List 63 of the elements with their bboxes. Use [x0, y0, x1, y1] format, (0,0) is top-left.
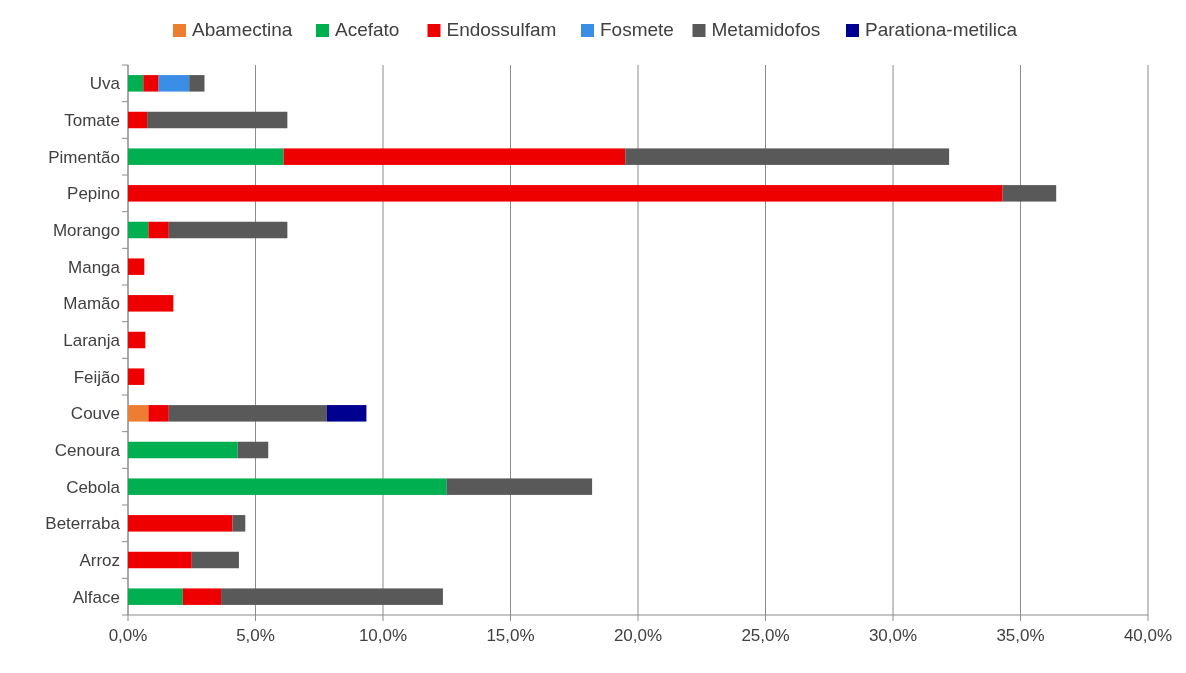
- y-tick-label: Pepino: [67, 184, 120, 204]
- x-tick-label: 35,0%: [996, 626, 1045, 645]
- y-tick-label: Couve: [70, 404, 120, 424]
- y-tick-label: Laranja: [63, 330, 121, 350]
- bar: [221, 588, 443, 605]
- bar: [147, 111, 288, 129]
- bar: [326, 405, 367, 422]
- bar: [128, 551, 192, 569]
- x-tick-label: 0,0%: [108, 626, 148, 645]
- bar: [625, 148, 950, 165]
- bar: [182, 588, 222, 605]
- legend-label: Abamectina: [192, 19, 293, 40]
- bar: [128, 148, 284, 165]
- y-tick-label: Cenoura: [54, 440, 121, 460]
- y-tick-label: Tomate: [64, 110, 120, 130]
- bar: [148, 405, 169, 422]
- y-tick-label: Cebola: [66, 477, 121, 497]
- bar: [232, 515, 246, 532]
- y-tick-label: Mamão: [63, 294, 120, 314]
- bar: [128, 405, 149, 422]
- bar: [128, 478, 447, 495]
- y-tick-label: Arroz: [79, 550, 120, 570]
- bar: [446, 478, 593, 495]
- bar: [128, 75, 144, 92]
- bar: [128, 331, 146, 349]
- legend-label: Fosmete: [600, 19, 674, 40]
- x-tick-label: 5,0%: [236, 626, 275, 645]
- y-tick-label: Alface: [72, 587, 120, 607]
- legend-label: Endossulfam: [446, 19, 557, 40]
- x-tick-label: 10,0%: [358, 626, 408, 645]
- bar: [1002, 185, 1057, 202]
- x-tick-label: 30,0%: [868, 626, 918, 645]
- bar: [191, 551, 239, 569]
- bar: [168, 405, 327, 422]
- bar: [128, 515, 233, 532]
- bar: [128, 588, 183, 605]
- bar: [158, 75, 190, 92]
- x-tick-label: 25,0%: [741, 626, 790, 645]
- x-tick-label: 15,0%: [486, 626, 535, 645]
- bar: [168, 221, 288, 239]
- y-tick-label: Morango: [52, 220, 120, 240]
- bar: [237, 441, 269, 459]
- y-tick-label: Manga: [68, 257, 121, 277]
- legend-label: Acefato: [335, 19, 400, 40]
- y-tick-label: Uva: [89, 74, 121, 94]
- bar: [283, 148, 626, 165]
- y-tick-label: Beterraba: [45, 514, 121, 534]
- y-tick-label: Pimentão: [48, 147, 120, 167]
- bar: [128, 368, 145, 385]
- legend-label: Metamidofos: [711, 19, 821, 40]
- bar: [128, 441, 238, 459]
- bar: [128, 295, 174, 312]
- bar: [128, 221, 149, 239]
- legend-label: Parationa-metilica: [865, 19, 1018, 40]
- bar: [148, 221, 169, 239]
- bar: [128, 258, 145, 275]
- x-tick-label: 20,0%: [613, 626, 663, 645]
- y-tick-label: Feijão: [73, 367, 120, 387]
- x-tick-label: 40,0%: [1123, 626, 1173, 645]
- bar: [128, 185, 1003, 202]
- bar: [143, 75, 159, 92]
- bar: [189, 75, 205, 92]
- bar: [128, 111, 148, 129]
